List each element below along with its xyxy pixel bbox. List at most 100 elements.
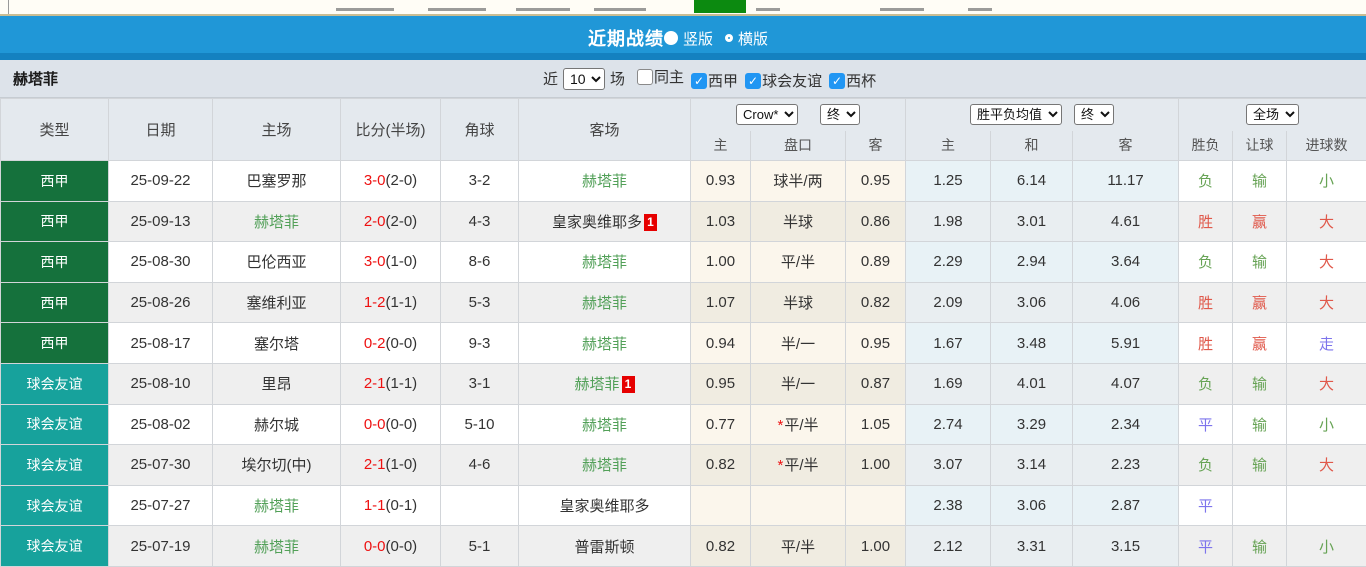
date-cell: 25-07-30 (109, 445, 213, 486)
league-type-cell: 球会友谊 (1, 526, 109, 567)
section-header: 近期战绩 竖版 横版 (0, 16, 1366, 60)
corners-cell: 3-1 (441, 363, 519, 404)
filter-checkbox-同主[interactable]: 同主 (637, 66, 684, 87)
handicap-cell: 半/一 (751, 363, 846, 404)
sub-header-odds-home: 主 (691, 131, 751, 161)
checkbox-checked-icon[interactable]: ✓ (691, 73, 707, 89)
home-team-link[interactable]: 赫塔菲 (254, 539, 299, 556)
league-type-cell: 西甲 (1, 161, 109, 202)
away-team-link[interactable]: 赫塔菲 (582, 173, 627, 190)
result-goals-cell: 走 (1287, 323, 1366, 364)
result-goals-cell: 大 (1287, 363, 1366, 404)
league-type-cell: 西甲 (1, 201, 109, 242)
halftime-score: (0-0) (386, 416, 418, 433)
match-count-select[interactable]: 10 (563, 68, 605, 90)
away-team-cell: 赫塔菲 (519, 323, 691, 364)
score-cell: 2-1(1-1) (341, 363, 441, 404)
away-team-link[interactable]: 赫塔菲 (582, 254, 627, 271)
odds-home-cell: 0.95 (691, 363, 751, 404)
matches-label: 场 (610, 68, 625, 89)
radio-horizontal-label[interactable]: 横版 (738, 28, 768, 49)
handicap-cell: 半球 (751, 282, 846, 323)
league-type-cell: 球会友谊 (1, 485, 109, 526)
corners-cell: 3-2 (441, 161, 519, 202)
date-cell: 25-08-02 (109, 404, 213, 445)
checkbox-label: 球会友谊 (762, 70, 822, 91)
date-cell: 25-08-10 (109, 363, 213, 404)
odds-away-cell: 0.89 (846, 242, 906, 283)
result-handicap-cell: 输 (1233, 404, 1287, 445)
top-nav-strip (0, 0, 1366, 16)
checkbox-checked-icon[interactable]: ✓ (745, 73, 761, 89)
radio-horizontal-layout[interactable] (725, 34, 733, 42)
active-nav-tab[interactable] (694, 0, 746, 13)
avg-draw-cell: 2.94 (991, 242, 1073, 283)
sub-header-odds-away: 客 (846, 131, 906, 161)
home-team-link[interactable]: 巴塞罗那 (246, 173, 306, 190)
fulltime-score: 2-0 (364, 213, 386, 230)
radio-vertical-label[interactable]: 竖版 (683, 28, 713, 49)
corners-cell: 8-6 (441, 242, 519, 283)
home-team-link[interactable]: 塞尔塔 (254, 336, 299, 353)
avg-lose-cell: 4.06 (1073, 282, 1179, 323)
scope-select[interactable]: 全场 (1246, 104, 1299, 125)
halftime-score: (0-1) (386, 497, 418, 514)
result-scope-group: 全场 (1179, 99, 1366, 131)
result-wdl-cell: 胜 (1179, 201, 1233, 242)
filter-checkbox-西杯[interactable]: ✓西杯 (829, 70, 876, 91)
avg-lose-cell: 2.34 (1073, 404, 1179, 445)
filter-controls: 近 10 场 同主✓西甲✓球会友谊✓西杯 (538, 60, 876, 97)
home-team-link[interactable]: 塞维利亚 (246, 295, 306, 312)
result-wdl-cell: 平 (1179, 485, 1233, 526)
home-team-link[interactable]: 赫尔城 (254, 417, 299, 434)
avg-lose-cell: 4.61 (1073, 201, 1179, 242)
odds-away-cell (846, 485, 906, 526)
home-team-cell: 塞维利亚 (213, 282, 341, 323)
home-team-link[interactable]: 赫塔菲 (254, 214, 299, 231)
odds-time-select[interactable]: 终 (820, 104, 860, 125)
away-team-link[interactable]: 赫塔菲 (582, 336, 627, 353)
away-team-cell: 赫塔菲 (519, 404, 691, 445)
away-team-link[interactable]: 赫塔菲 (574, 376, 619, 393)
away-team-link[interactable]: 赫塔菲 (582, 417, 627, 434)
odds-home-cell: 0.93 (691, 161, 751, 202)
handicap-cell: 半/一 (751, 323, 846, 364)
bookmaker-select[interactable]: Crow* (736, 104, 798, 125)
away-team-cell: 赫塔菲 (519, 161, 691, 202)
clipped-nav-text (880, 8, 924, 11)
home-team-link[interactable]: 里昂 (261, 376, 291, 393)
away-team-cell: 皇家奥维耶多 (519, 485, 691, 526)
result-wdl-cell: 负 (1179, 242, 1233, 283)
home-team-link[interactable]: 巴伦西亚 (246, 254, 306, 271)
result-wdl-cell: 平 (1179, 526, 1233, 567)
away-team-link[interactable]: 赫塔菲 (582, 295, 627, 312)
score-cell: 0-0(0-0) (341, 526, 441, 567)
mean-time-select[interactable]: 终 (1074, 104, 1114, 125)
checkbox-unchecked-icon[interactable] (637, 69, 653, 85)
filter-checkbox-西甲[interactable]: ✓西甲 (691, 70, 738, 91)
checkbox-checked-icon[interactable]: ✓ (829, 73, 845, 89)
away-team-cell: 赫塔菲 (519, 242, 691, 283)
league-type-cell: 西甲 (1, 323, 109, 364)
sub-header-goals: 进球数 (1287, 131, 1366, 161)
avg-draw-cell: 3.14 (991, 445, 1073, 486)
col-header-away: 客场 (519, 99, 691, 161)
result-handicap-cell (1233, 485, 1287, 526)
away-team-link[interactable]: 赫塔菲 (582, 457, 627, 474)
filter-checkbox-球会友谊[interactable]: ✓球会友谊 (745, 70, 822, 91)
league-type-cell: 球会友谊 (1, 445, 109, 486)
radio-vertical-layout-selected[interactable] (664, 31, 678, 45)
date-cell: 25-08-30 (109, 242, 213, 283)
away-team-link[interactable]: 普雷斯顿 (574, 539, 634, 556)
home-team-link[interactable]: 埃尔切(中) (242, 457, 312, 474)
home-team-link[interactable]: 赫塔菲 (254, 498, 299, 515)
result-goals-cell: 大 (1287, 201, 1366, 242)
filter-bar: 赫塔菲 近 10 场 同主✓西甲✓球会友谊✓西杯 (0, 60, 1366, 98)
away-team-link[interactable]: 皇家奥维耶多 (559, 498, 649, 515)
away-team-link[interactable]: 皇家奥维耶多 (552, 214, 642, 231)
halftime-score: (2-0) (386, 213, 418, 230)
mean-odds-select[interactable]: 胜平负均值 (970, 104, 1062, 125)
